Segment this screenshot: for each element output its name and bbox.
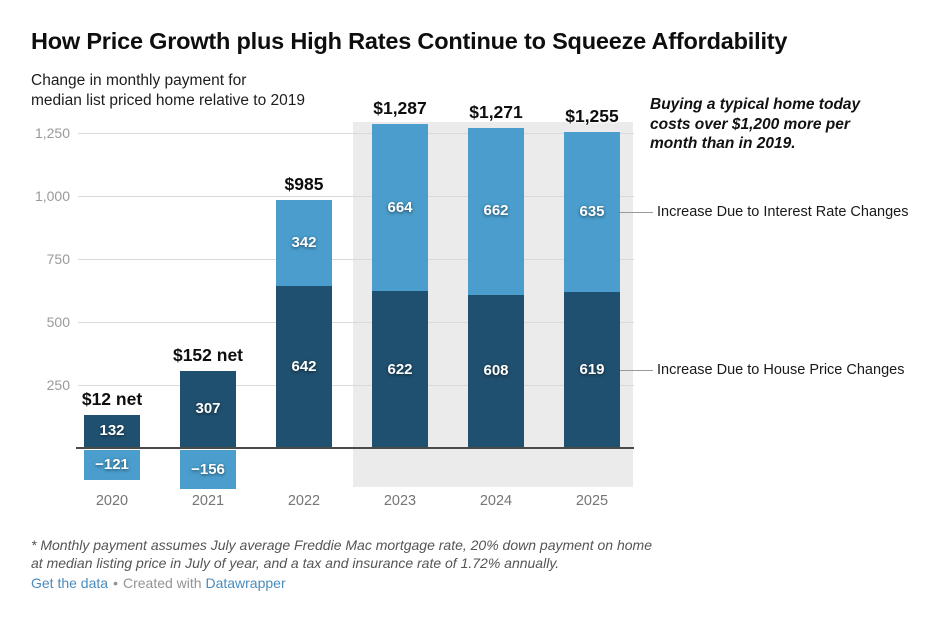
y-axis-tick-label: 500 xyxy=(46,314,70,330)
bar-total-label: $1,287 xyxy=(373,97,427,118)
bar-segment-house-price xyxy=(372,291,428,448)
bar-value-label-interest-rate: −121 xyxy=(95,456,129,474)
y-axis-tick-label: 250 xyxy=(46,377,70,393)
bar-value-label-house-price: 307 xyxy=(195,400,221,418)
y-gridline xyxy=(78,132,634,134)
bar-total-label: $985 xyxy=(284,174,324,195)
bar-value-label-interest-rate: 662 xyxy=(483,202,509,220)
annotation-line2: costs over $1,200 more per xyxy=(650,115,850,133)
y-gridline xyxy=(78,321,634,323)
bar-segment-interest-rate xyxy=(180,450,236,490)
chart-footnote: * Monthly payment assumes July average F… xyxy=(31,537,671,572)
chart-subtitle-line2: median list priced home relative to 2019 xyxy=(31,92,305,109)
y-gridline xyxy=(78,195,634,197)
bar-total-label: $1,271 xyxy=(469,101,523,122)
get-the-data-link[interactable]: Get the data xyxy=(31,575,109,591)
y-gridline xyxy=(78,384,634,386)
y-axis-tick-label: 1,000 xyxy=(34,188,70,204)
separator-dot: • xyxy=(113,575,118,591)
chart-subtitle-line1: Change in monthly payment for xyxy=(31,72,247,89)
bar-segment-house-price xyxy=(276,286,332,448)
bar-total-label: $152 net xyxy=(172,344,244,365)
bar-segment-interest-rate xyxy=(84,450,140,481)
annotation-line1: Buying a typical home today xyxy=(650,96,861,113)
bar-value-label-house-price: 622 xyxy=(387,360,413,378)
bar-value-label-house-price: 608 xyxy=(483,362,509,380)
bar-segment-house-price xyxy=(564,292,620,448)
bar-value-label-interest-rate: −156 xyxy=(191,460,225,478)
footnote-line2: at median listing price in July of year,… xyxy=(31,554,560,571)
chart-subtitle: Change in monthly payment for median lis… xyxy=(31,71,305,111)
annotation-line3: month than in 2019. xyxy=(650,135,796,152)
y-axis-tick-label: 1,250 xyxy=(34,125,70,141)
chart-annotation: Buying a typical home today costs over $… xyxy=(650,95,922,154)
bar-segment-interest-rate xyxy=(276,200,332,287)
chart-byline: Get the data • Created with Datawrapper xyxy=(31,575,286,591)
bar-value-label-house-price: 642 xyxy=(291,358,317,376)
bar-segment-house-price xyxy=(468,294,524,448)
bar-segment-interest-rate xyxy=(564,131,620,292)
x-axis-year-label: 2020 xyxy=(95,493,129,509)
bar-value-label-interest-rate: 664 xyxy=(387,198,413,216)
bar-total-label: $12 net xyxy=(81,388,143,409)
x-axis-zero-line xyxy=(76,447,634,449)
created-with-text: Created with xyxy=(122,575,202,591)
legend-label-interest-rate-changes: Increase Due to Interest Rate Changes xyxy=(657,204,909,220)
x-axis-year-label: 2025 xyxy=(575,493,609,509)
bar-segment-interest-rate xyxy=(372,123,428,292)
x-axis-year-label: 2022 xyxy=(287,493,321,509)
bar-value-label-interest-rate: 635 xyxy=(579,203,605,220)
x-axis-year-label: 2024 xyxy=(479,493,513,509)
bar-segment-house-price xyxy=(180,370,236,448)
legend-connector-interest-rate xyxy=(620,212,653,213)
bar-value-label-house-price: 619 xyxy=(579,361,605,378)
legend-label-house-price-changes: Increase Due to House Price Changes xyxy=(657,362,905,378)
bar-segment-interest-rate xyxy=(468,127,524,295)
footnote-line1: * Monthly payment assumes July average F… xyxy=(31,537,652,553)
bar-value-label-interest-rate: 342 xyxy=(291,234,317,252)
x-axis-year-label: 2021 xyxy=(191,493,225,509)
datawrapper-link[interactable]: Datawrapper xyxy=(205,575,286,591)
x-axis-year-label: 2023 xyxy=(383,493,417,509)
y-axis-tick-label: 750 xyxy=(46,251,70,267)
legend-connector-house-price xyxy=(620,370,653,371)
y-gridline xyxy=(78,258,634,260)
bar-total-label: $1,255 xyxy=(565,105,619,126)
page-title: How Price Growth plus High Rates Continu… xyxy=(31,28,788,54)
bar-segment-house-price xyxy=(84,414,140,448)
bar-value-label-house-price: 132 xyxy=(99,422,125,440)
